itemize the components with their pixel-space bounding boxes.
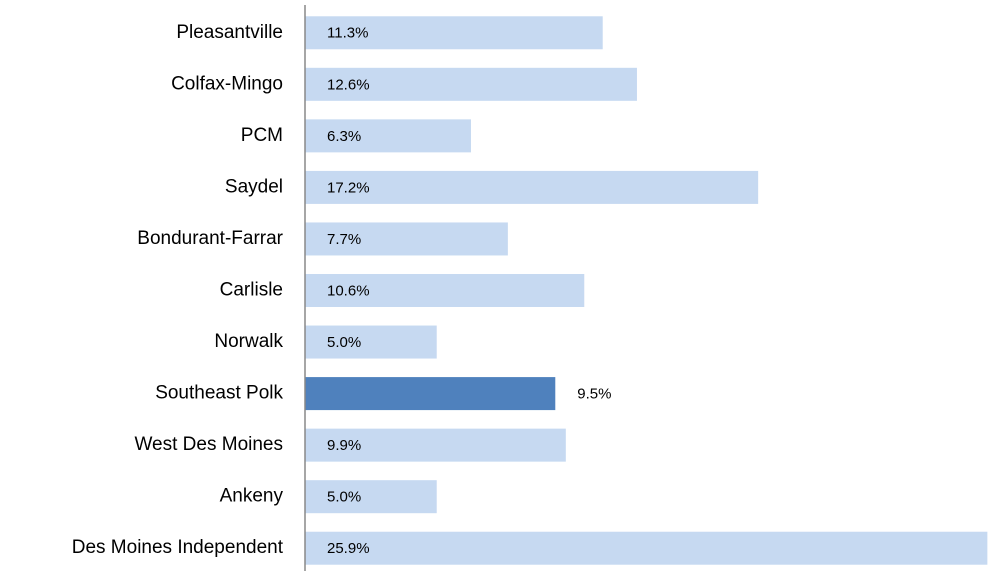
y-tick-label: Ankeny: [220, 486, 284, 507]
y-tick-label: Southeast Polk: [155, 383, 283, 404]
bar: [305, 377, 556, 411]
y-tick-label: PCM: [241, 125, 283, 146]
y-tick-label: Saydel: [225, 176, 283, 197]
bar: [305, 531, 988, 565]
value-label: 5.0%: [327, 489, 361, 506]
bar: [305, 325, 437, 359]
bar: [305, 428, 566, 462]
bar: [305, 274, 585, 307]
value-label: 10.6%: [327, 282, 370, 299]
value-label: 6.3%: [327, 128, 361, 145]
y-tick-label: Colfax-Mingo: [171, 73, 283, 94]
bar: [305, 480, 437, 514]
bar: [305, 119, 471, 153]
value-label: 12.6%: [327, 76, 370, 93]
value-label: 9.5%: [577, 386, 611, 403]
y-tick-label: Norwalk: [214, 331, 283, 352]
value-label: 25.9%: [327, 540, 370, 557]
value-label: 5.0%: [327, 334, 361, 351]
value-label: 9.9%: [327, 437, 361, 454]
value-label: 7.7%: [327, 231, 361, 248]
y-tick-label: Pleasantville: [176, 22, 283, 43]
bar: [305, 67, 637, 101]
bar: [305, 170, 759, 204]
value-label: 11.3%: [327, 25, 368, 42]
y-tick-label: Des Moines Independent: [72, 537, 284, 558]
value-label: 17.2%: [327, 179, 370, 196]
y-tick-label: Bondurant-Farrar: [137, 228, 283, 249]
y-tick-label: Carlisle: [220, 280, 283, 301]
y-tick-label: West Des Moines: [134, 434, 283, 455]
bar: [305, 222, 508, 256]
bar: [305, 16, 603, 50]
